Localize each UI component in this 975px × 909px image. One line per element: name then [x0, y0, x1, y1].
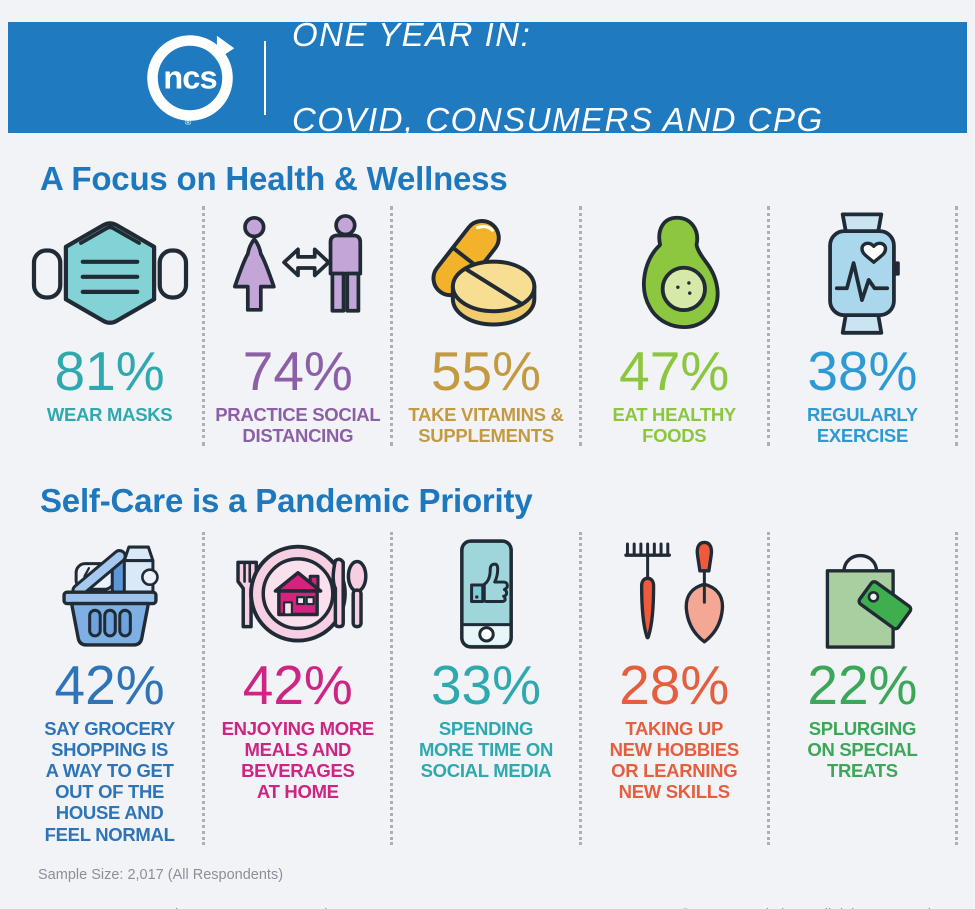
meal-plate-icon — [211, 536, 384, 652]
smartwatch-icon — [776, 210, 949, 338]
header-title-line2: COVID, CONSUMERS AND CPG — [292, 100, 824, 138]
stat-value: 38% — [807, 340, 918, 402]
ncs-logo-icon: ncs ® — [140, 28, 240, 128]
stat-social-media: 33% SPENDING MORE TIME ON SOCIAL MEDIA — [390, 532, 578, 845]
stat-value: 42% — [54, 654, 165, 717]
social-distancing-icon — [211, 210, 384, 338]
stat-value: 28% — [619, 654, 730, 717]
stat-new-hobbies: 28% TAKING UP NEW HOBBIES OR LEARNING NE… — [578, 532, 767, 845]
vitamins-icon — [399, 210, 572, 338]
shopping-bag-icon — [776, 536, 949, 652]
phone-social-icon — [399, 536, 572, 652]
face-mask-icon — [23, 210, 196, 338]
stat-special-treats: 22% SPLURGING ON SPECIAL TREATS — [766, 532, 959, 845]
stat-label: WEAR MASKS — [46, 404, 173, 425]
stat-value: 47% — [619, 340, 730, 402]
stat-label: TAKING UP NEW HOBBIES OR LEARNING NEW SK… — [609, 718, 740, 803]
header-title-line1: ONE YEAR IN: — [292, 16, 532, 54]
stat-label: EAT HEALTHY FOODS — [612, 404, 736, 447]
garden-tools-icon — [588, 536, 761, 652]
stat-value: 33% — [430, 654, 542, 717]
header-title: ONE YEAR IN: COVID, CONSUMERS AND CPG — [292, 14, 824, 141]
stat-label: SPENDING MORE TIME ON SOCIAL MEDIA — [418, 718, 554, 782]
registered-mark: ® — [185, 117, 192, 127]
stat-social-distancing: 74% PRACTICE SOCIAL DISTANCING — [202, 206, 390, 447]
header-banner: ncs ® ONE YEAR IN: COVID, CONSUMERS AND … — [8, 16, 967, 138]
stat-meals-at-home: 42% ENJOYING MORE MEALS AND BEVERAGES AT… — [202, 532, 390, 845]
stat-label: PRACTICE SOCIAL DISTANCING — [215, 404, 381, 447]
footer-sample-size: Sample Size: 2,017 (All Respondents) — [38, 866, 284, 883]
stat-value: 42% — [242, 654, 353, 717]
header-divider — [264, 40, 266, 115]
stat-healthy-foods: 47% EAT HEALTHY FOODS — [578, 206, 767, 447]
stat-wear-masks: 81% WEAR MASKS — [17, 206, 202, 446]
stat-value: 55% — [430, 340, 542, 402]
ncs-logo-text: ncs — [163, 58, 216, 95]
footer-copyright: ©2021 NCSolutions. All rights reserved. — [680, 905, 935, 909]
stat-value: 81% — [54, 340, 165, 402]
footer-source-block: Sample Size: 2,017 (All Respondents) SOU… — [38, 865, 409, 909]
stat-value: 22% — [807, 654, 918, 717]
stat-label: REGULARLY EXERCISE — [807, 404, 918, 447]
stat-value: 74% — [242, 340, 353, 402]
stats-row-health: 81% WEAR MASKS 74% PRACTICE SOCIAL DISTA… — [17, 206, 959, 447]
avocado-icon — [588, 210, 761, 338]
stat-label: SPLURGING ON SPECIAL TREATS — [807, 718, 918, 782]
grocery-basket-icon — [23, 536, 196, 652]
footer-source: SOURCE: NCS March 2021 Consumer Sentimen… — [38, 907, 409, 909]
stat-exercise: 38% REGULARLY EXERCISE — [766, 206, 959, 447]
section-heading-self-care: Self-Care is a Pandemic Priority — [40, 482, 533, 520]
stat-vitamins: 55% TAKE VITAMINS & SUPPLEMENTS — [390, 206, 578, 447]
section-heading-health-wellness: A Focus on Health & Wellness — [40, 160, 508, 197]
stat-label: ENJOYING MORE MEALS AND BEVERAGES AT HOM… — [221, 718, 375, 803]
stat-label: SAY GROCERY SHOPPING IS A WAY TO GET OUT… — [44, 718, 175, 845]
stat-grocery-shopping: 42% SAY GROCERY SHOPPING IS A WAY TO GET… — [17, 532, 202, 845]
stats-row-self-care: 42% SAY GROCERY SHOPPING IS A WAY TO GET… — [17, 532, 959, 845]
stat-label: TAKE VITAMINS & SUPPLEMENTS — [408, 404, 564, 447]
footer: Sample Size: 2,017 (All Respondents) SOU… — [38, 865, 935, 909]
